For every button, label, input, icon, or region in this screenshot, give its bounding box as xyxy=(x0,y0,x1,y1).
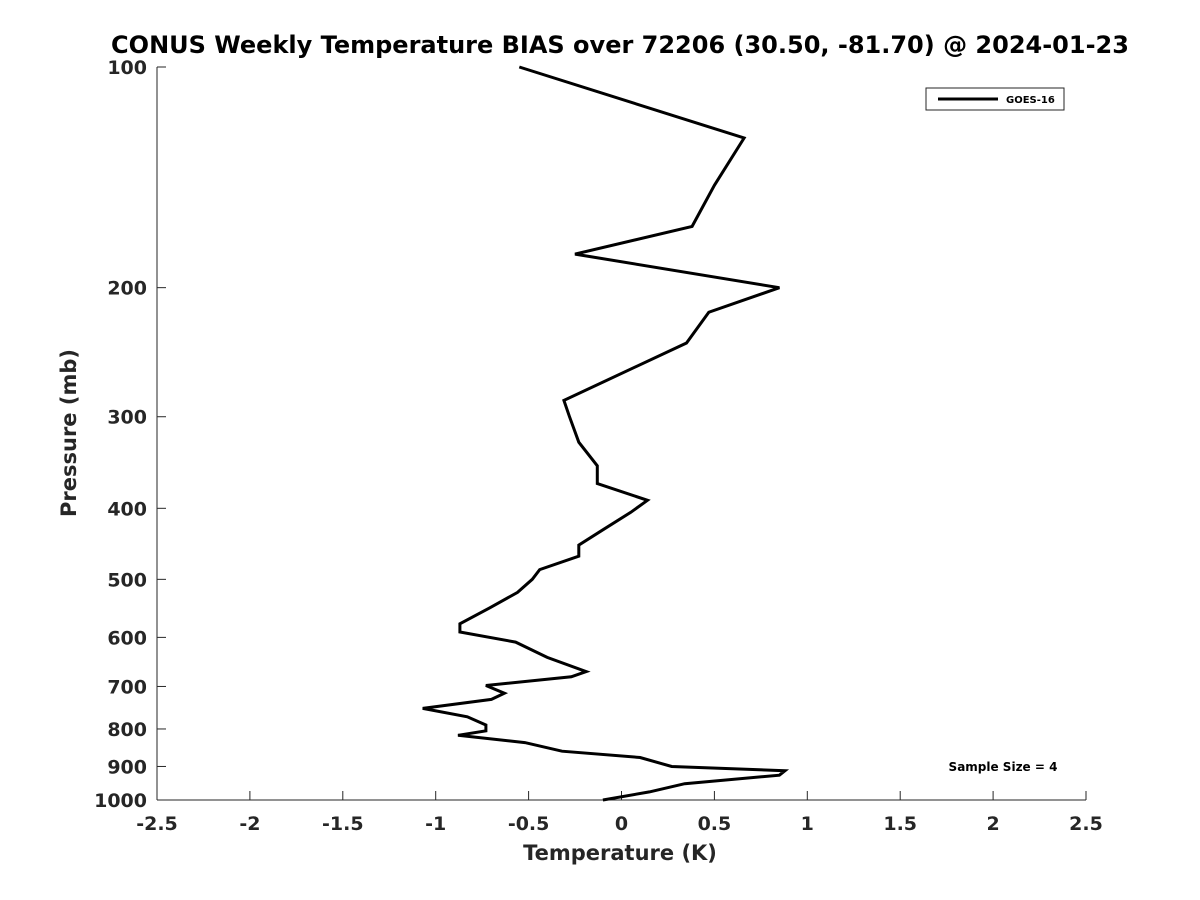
x-tick-label: 1 xyxy=(801,813,814,835)
x-tick-label: 0 xyxy=(615,813,628,835)
x-tick-label: -1.5 xyxy=(322,813,364,835)
y-tick-label: 1000 xyxy=(94,790,147,812)
y-axis-label: Pressure (mb) xyxy=(57,349,81,517)
y-tick-label: 200 xyxy=(107,278,147,300)
x-tick-label: 0.5 xyxy=(698,813,732,835)
x-tick-label: -1 xyxy=(425,813,446,835)
legend: GOES-16 xyxy=(925,87,1065,111)
series-layer xyxy=(422,65,790,802)
x-tick-label: -0.5 xyxy=(508,813,550,835)
axes xyxy=(156,67,1086,801)
x-tick-label: 2.5 xyxy=(1069,813,1103,835)
y-tick-label: 500 xyxy=(107,569,147,591)
x-tick-label: -2.5 xyxy=(136,813,178,835)
y-tick-label: 900 xyxy=(107,756,147,778)
x-axis-ticks: -2.5 -2 -1.5 -1 -0.5 0 0.5 1 1.5 2 2.5 xyxy=(136,791,1103,835)
x-axis-label: Temperature (K) xyxy=(523,841,717,865)
y-tick-label: 800 xyxy=(107,719,147,741)
y-tick-label: 600 xyxy=(107,627,147,649)
y-tick-label: 300 xyxy=(107,407,147,429)
sample-size-annotation: Sample Size = 4 xyxy=(949,760,1058,774)
chart-title: CONUS Weekly Temperature BIAS over 72206… xyxy=(111,31,1129,59)
y-tick-label: 100 xyxy=(107,57,147,79)
x-tick-label: 2 xyxy=(986,813,999,835)
x-tick-label: 1.5 xyxy=(883,813,917,835)
legend-label: GOES-16 xyxy=(1006,95,1055,106)
x-tick-label: -2 xyxy=(239,813,260,835)
y-tick-label: 400 xyxy=(107,498,147,520)
y-axis-ticks: 100 200 300 400 500 600 700 800 900 1000 xyxy=(94,57,166,812)
series-line-goes-16 xyxy=(422,65,790,802)
y-tick-label: 700 xyxy=(107,676,147,698)
